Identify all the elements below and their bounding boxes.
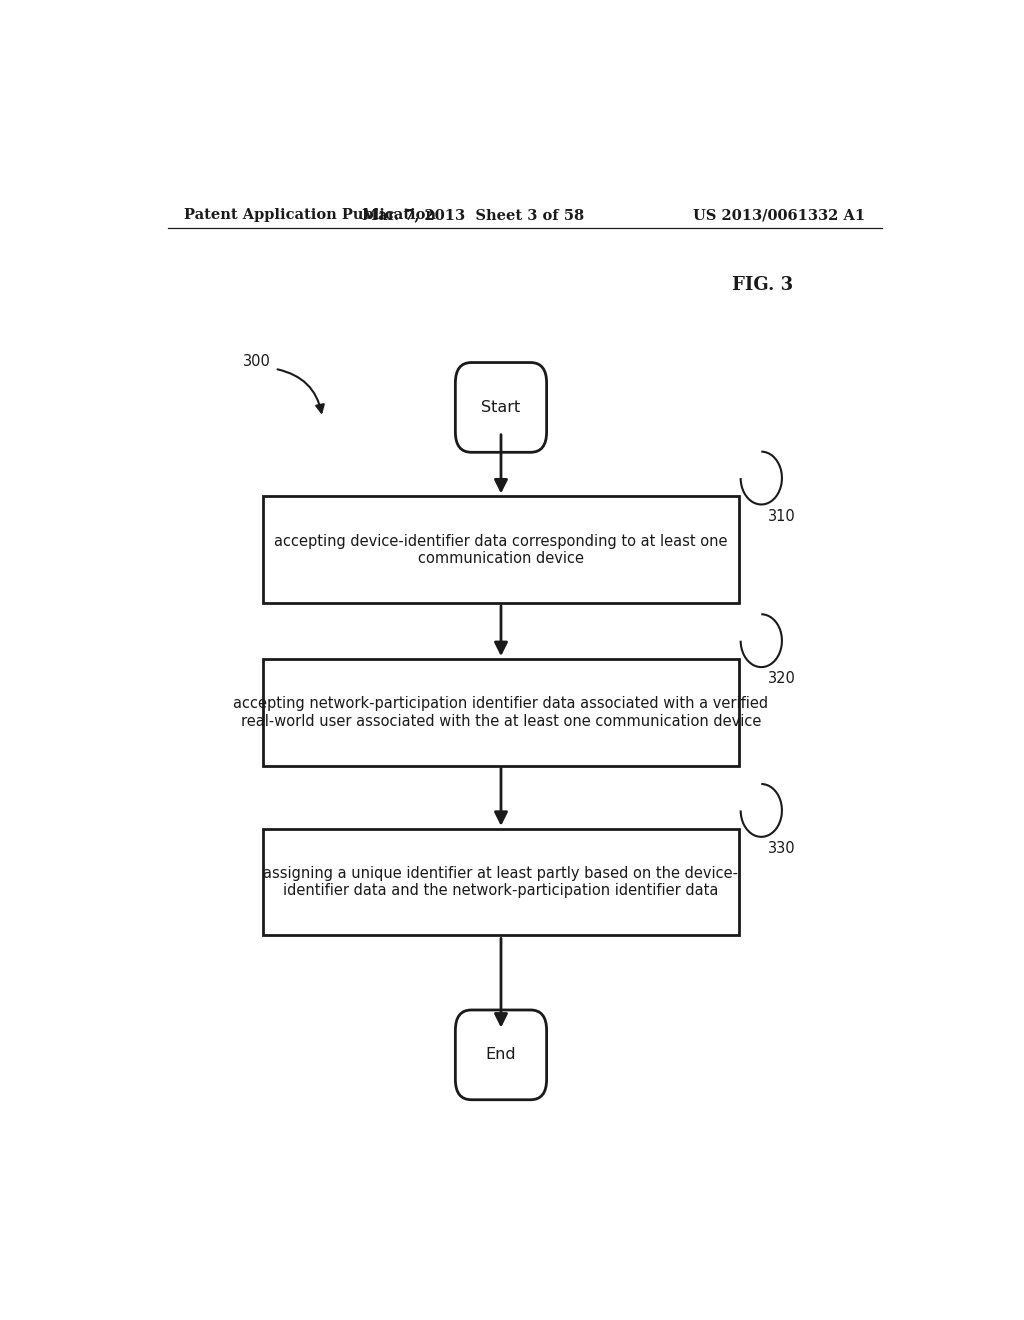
Text: 330: 330 [768,841,796,855]
Text: FIG. 3: FIG. 3 [732,276,794,294]
FancyBboxPatch shape [456,363,547,453]
Text: End: End [485,1047,516,1063]
Text: Start: Start [481,400,520,414]
Bar [263,659,739,766]
Text: 310: 310 [768,508,796,524]
Text: 320: 320 [768,671,796,686]
Text: 300: 300 [243,354,271,370]
Bar [263,829,739,936]
Text: assigning a unique identifier at least partly based on the device-
identifier da: assigning a unique identifier at least p… [263,866,738,899]
Text: accepting device-identifier data corresponding to at least one
communication dev: accepting device-identifier data corresp… [274,533,728,566]
Bar [263,496,739,603]
Text: Patent Application Publication: Patent Application Publication [183,209,435,222]
Text: US 2013/0061332 A1: US 2013/0061332 A1 [692,209,865,222]
FancyBboxPatch shape [456,1010,547,1100]
Text: accepting network-participation identifier data associated with a verified
real-: accepting network-participation identifi… [233,696,769,729]
Text: Mar. 7, 2013  Sheet 3 of 58: Mar. 7, 2013 Sheet 3 of 58 [362,209,585,222]
